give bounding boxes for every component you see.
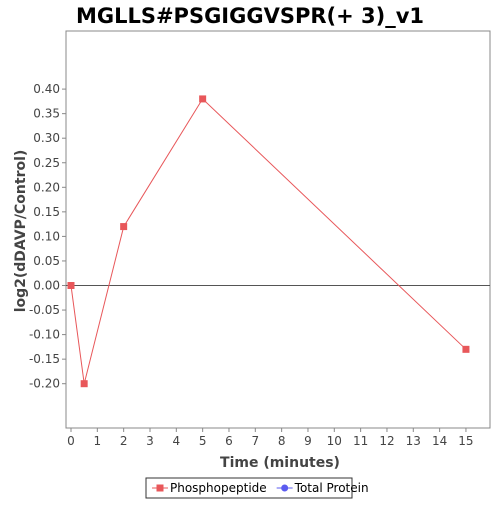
legend-label: Phosphopeptide [170, 481, 267, 495]
x-tick-label: 13 [406, 434, 421, 448]
data-point [199, 95, 207, 103]
x-tick-label: 4 [172, 434, 180, 448]
chart-title: MGLLS#PSGIGGVSPR(+ 3)_v1 [76, 4, 424, 28]
y-tick-label: 0.35 [33, 107, 60, 121]
x-tick-label: 12 [379, 434, 394, 448]
y-tick-label: -0.20 [29, 377, 60, 391]
x-tick-label: 8 [278, 434, 286, 448]
plot-area: 0.40 0.35 0.30 0.25 0.20 0.15 0.10 0.05 0.00 -0.0… [29, 30, 491, 448]
y-axis-label: log2(dDAVP/Control) [13, 150, 29, 313]
x-tick-label: 15 [458, 434, 473, 448]
y-tick-label: 0.30 [33, 131, 60, 145]
x-tick-label: 2 [120, 434, 128, 448]
y-tick-label: 0.40 [33, 82, 60, 96]
legend-marker [156, 484, 164, 492]
y-tick-label: -0.05 [29, 303, 60, 317]
x-tick-label: 0 [67, 434, 75, 448]
y-tick-label: 0.25 [33, 156, 60, 170]
x-tick-label: 9 [304, 434, 312, 448]
x-tick-label: 14 [432, 434, 447, 448]
x-tick-label: 7 [251, 434, 259, 448]
x-tick-label: 10 [327, 434, 342, 448]
data-point [462, 345, 470, 353]
x-axis-label: Time (minutes) [220, 455, 340, 471]
data-point [80, 380, 88, 388]
legend-marker [281, 484, 289, 492]
x-tick-label: 1 [94, 434, 102, 448]
x-tick-label: 5 [199, 434, 207, 448]
y-tick-label: -0.10 [29, 328, 60, 342]
x-tick-label: 6 [225, 434, 233, 448]
data-point [67, 282, 75, 289]
legend: Phosphopeptide Total Protein [145, 477, 369, 499]
y-tick-label: 0.10 [33, 229, 60, 243]
plot-frame [65, 30, 491, 429]
x-tick-label: 11 [353, 434, 368, 448]
x-tick-label: 3 [146, 434, 154, 448]
y-tick-label: -0.15 [29, 352, 60, 366]
legend-label: Total Protein [294, 481, 369, 495]
y-tick-label: 0.15 [33, 205, 60, 219]
y-tick-label: 0.05 [33, 254, 60, 268]
legend-box [145, 477, 353, 499]
y-tick-label: 0.20 [33, 180, 60, 194]
data-point [120, 223, 128, 231]
y-tick-label: 0.00 [33, 279, 60, 293]
